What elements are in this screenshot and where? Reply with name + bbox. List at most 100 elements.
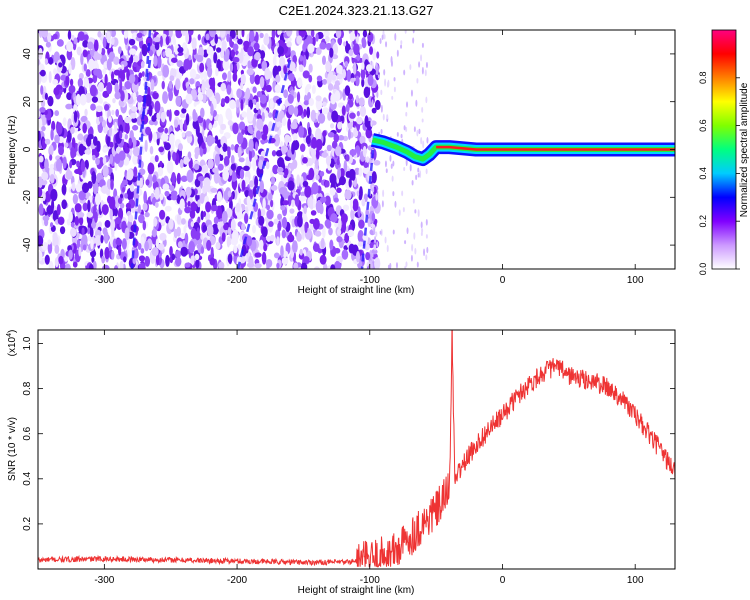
noise-cell — [85, 69, 91, 77]
noise-cell — [254, 74, 261, 85]
noise-cell — [152, 174, 157, 183]
noise-cell — [194, 133, 198, 147]
noise-cell — [379, 38, 382, 45]
noise-cell — [239, 168, 245, 180]
noise-cell — [50, 188, 58, 202]
noise-streak — [138, 59, 152, 141]
noise-cell — [132, 256, 136, 265]
noise-cell — [221, 72, 228, 81]
noise-cell — [310, 148, 317, 158]
noise-cell — [79, 93, 87, 106]
noise-cell — [369, 46, 374, 55]
noise-cell — [151, 247, 159, 257]
noise-cell — [154, 201, 159, 208]
noise-cell — [59, 226, 66, 235]
noise-cell — [115, 238, 123, 246]
noise-cell — [80, 159, 86, 172]
noise-cell — [329, 187, 336, 196]
noise-cell — [219, 30, 226, 38]
noise-cell — [287, 136, 292, 143]
noise-cell — [88, 58, 95, 71]
noise-cell — [319, 170, 325, 177]
noise-cell — [206, 46, 214, 56]
noise-cell — [159, 209, 166, 220]
noise-cell — [333, 247, 341, 254]
colorbar-ticks: 0.0 0.2 0.4 0.6 0.8 — [698, 72, 740, 275]
noise-cell — [354, 30, 358, 37]
noise-cell — [62, 117, 67, 127]
noise-cell — [41, 138, 46, 148]
noise-cell — [311, 182, 319, 195]
noise-cell — [140, 236, 145, 249]
noise-cell — [65, 103, 73, 110]
noise-cell — [88, 127, 92, 135]
noise-cell — [353, 43, 360, 56]
noise-cell — [52, 33, 58, 40]
noise-cell — [65, 169, 73, 180]
noise-cell — [425, 168, 428, 175]
spectrogram-y-tick-label: -40 — [22, 237, 33, 252]
noise-cell — [425, 96, 428, 104]
noise-cell — [138, 214, 145, 224]
noise-cell — [140, 248, 145, 254]
noise-cell — [396, 131, 399, 137]
noise-cell — [83, 77, 89, 88]
noise-cell — [222, 58, 230, 71]
noise-cell — [57, 216, 65, 226]
noise-cell — [351, 58, 358, 65]
noise-cell — [93, 39, 99, 52]
noise-cell — [288, 104, 295, 116]
noise-cell — [172, 37, 177, 46]
noise-cell — [380, 89, 383, 96]
noise-cell — [58, 62, 63, 68]
noise-cell — [324, 72, 328, 79]
snr-line-layer — [38, 330, 675, 568]
noise-cell — [194, 163, 200, 171]
noise-cell — [164, 127, 169, 134]
noise-cell — [275, 229, 281, 240]
noise-cell — [144, 139, 148, 153]
noise-cell — [61, 199, 68, 210]
noise-cell — [310, 210, 317, 216]
noise-cell — [315, 174, 320, 181]
noise-cell — [252, 186, 257, 198]
snr-y-multiplier-base: (x10 — [7, 336, 18, 356]
noise-cell — [70, 222, 75, 228]
noise-cell — [157, 243, 165, 251]
noise-cell — [405, 158, 408, 167]
noise-cell — [196, 54, 204, 63]
noise-cell — [145, 179, 150, 186]
noise-cell — [69, 160, 73, 169]
noise-cell — [417, 167, 420, 173]
spectrogram-x-tick-label: 0 — [500, 275, 506, 286]
noise-cell — [417, 209, 420, 217]
noise-cell — [420, 54, 423, 62]
noise-cell — [261, 112, 265, 122]
noise-cell — [357, 229, 364, 243]
noise-cell — [87, 199, 91, 213]
noise-cell — [49, 174, 55, 184]
noise-cell — [276, 262, 280, 269]
noise-cell — [339, 176, 346, 186]
noise-cell — [44, 254, 50, 265]
noise-cell — [240, 99, 244, 111]
noise-cell — [190, 255, 195, 266]
noise-cell — [66, 92, 73, 101]
noise-cell — [162, 91, 169, 104]
noise-cell — [372, 48, 377, 61]
noise-cell — [254, 175, 259, 189]
noise-cell — [69, 227, 77, 238]
noise-cell — [270, 199, 274, 208]
noise-cell — [296, 104, 303, 116]
noise-cell — [402, 207, 405, 213]
noise-cell — [145, 36, 153, 47]
noise-cell — [233, 63, 238, 77]
noise-cell — [355, 75, 360, 87]
noise-cell — [185, 113, 190, 126]
noise-cell — [214, 153, 221, 166]
noise-cell — [269, 98, 274, 110]
noise-cell — [398, 209, 401, 217]
noise-cell — [226, 33, 230, 43]
noise-cell — [252, 158, 257, 171]
